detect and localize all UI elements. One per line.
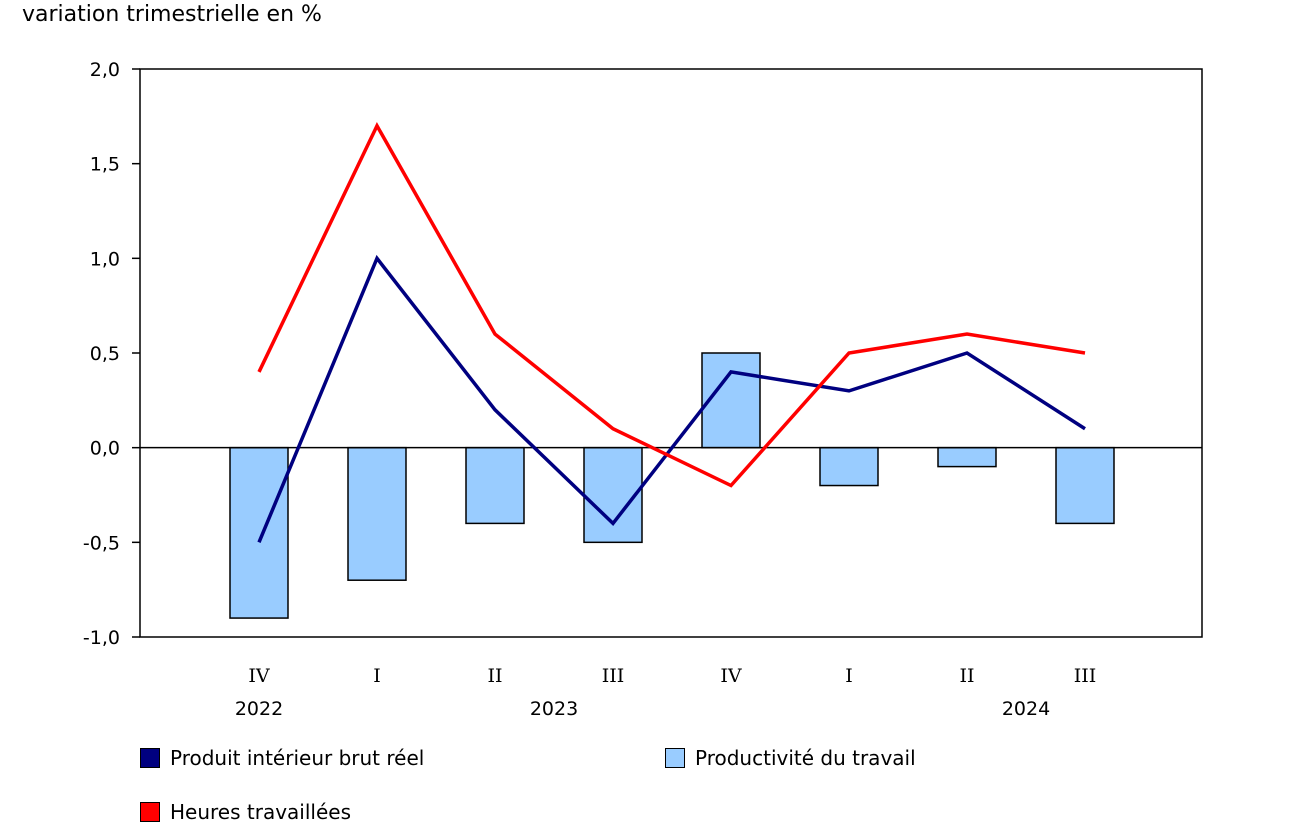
x-year-label: 2024	[1002, 698, 1050, 720]
y-tick-label: 1,0	[90, 248, 120, 270]
y-tick-label: -1,0	[83, 627, 120, 649]
x-year-label: 2023	[530, 698, 578, 720]
x-tick-label: IV	[720, 665, 742, 687]
legend-item-heures: Heures travaillées	[140, 800, 351, 824]
bar-productivite	[701, 352, 761, 449]
legend-label-productivite: Productivité du travail	[695, 746, 916, 770]
legend-swatch-productivite	[665, 748, 685, 768]
y-tick-label: -0,5	[83, 532, 120, 554]
y-tick-label: 2,0	[90, 59, 120, 81]
x-tick-label: I	[845, 665, 853, 687]
line-series	[257, 122, 1086, 544]
line-pib-reel	[257, 254, 1086, 544]
y-tick-label: 0,0	[90, 438, 120, 460]
bar-productivite	[465, 446, 525, 525]
bar-productivite	[1055, 446, 1115, 525]
y-tick-label: 0,5	[90, 343, 120, 365]
x-tick-label: III	[602, 665, 625, 687]
legend-swatch-pib	[140, 748, 160, 768]
x-tick-label: IV	[248, 665, 270, 687]
x-tick-label: II	[959, 665, 974, 687]
legend-label-heures: Heures travaillées	[170, 800, 351, 824]
plot-frame	[139, 68, 1203, 638]
x-tick-label: I	[373, 665, 381, 687]
chart-title: variation trimestrielle en %	[22, 2, 322, 27]
bar-productivite	[819, 446, 879, 487]
x-tick-label: III	[1074, 665, 1097, 687]
bar-productivite	[229, 446, 289, 619]
bar-productivite	[937, 446, 997, 468]
legend-item-pib: Produit intérieur brut réel	[140, 746, 424, 770]
legend-label-pib: Produit intérieur brut réel	[170, 746, 425, 770]
y-axis: -1,0 -0,5 0,0 0,5 1,0 1,5 2,0	[83, 59, 140, 649]
legend-item-productivite: Productivité du travail	[665, 746, 916, 770]
bar-productivite	[347, 446, 407, 581]
x-tick-label: II	[487, 665, 502, 687]
line-heures-travaillees	[257, 122, 1086, 488]
legend-swatch-heures	[140, 802, 160, 822]
y-tick-label: 1,5	[90, 154, 120, 176]
x-year-label: 2022	[235, 698, 283, 720]
bar-series	[229, 352, 1115, 619]
